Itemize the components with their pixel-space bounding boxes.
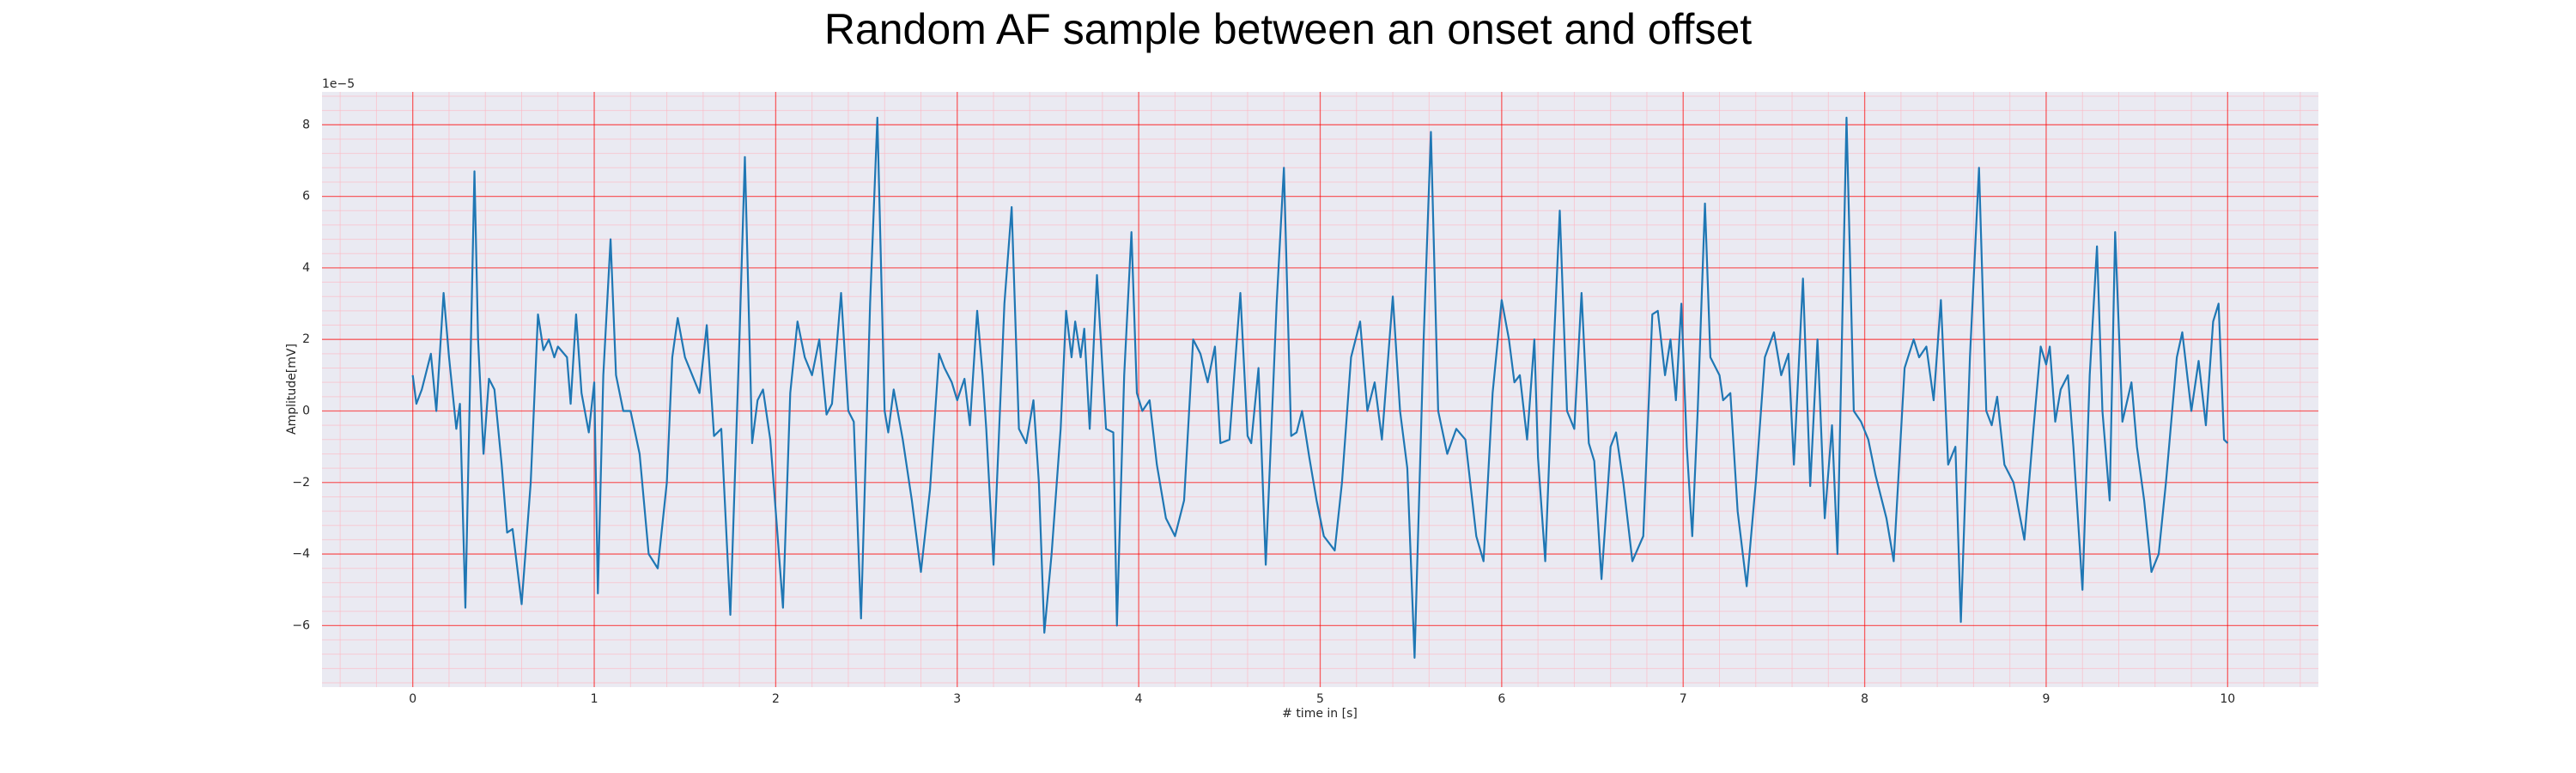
y-tick-label: 8: [302, 118, 310, 131]
x-tick-label: 0: [409, 692, 416, 706]
y-axis-label: Amplitude[mV]: [285, 344, 299, 435]
y-tick-label: 0: [302, 404, 310, 417]
x-tick-label: 7: [1680, 692, 1687, 706]
x-tick-label: 5: [1316, 692, 1324, 706]
x-tick-label: 8: [1861, 692, 1868, 706]
y-offset-label: 1e−5: [322, 77, 355, 91]
x-tick-label: 2: [772, 692, 780, 706]
x-tick-label: 10: [2220, 692, 2235, 706]
x-tick-label: 3: [953, 692, 961, 706]
signal-line: [411, 116, 2229, 659]
x-tick-label: 6: [1498, 692, 1505, 706]
chart-title: Random AF sample between an onset and of…: [824, 5, 1752, 53]
x-tick-label: 9: [2042, 692, 2050, 706]
y-tick-label: −4: [292, 547, 310, 561]
x-tick-label: 1: [591, 692, 598, 706]
y-tick-label: −2: [292, 476, 310, 490]
x-axis-label: # time in [s]: [1282, 707, 1358, 721]
y-tick-label: 4: [302, 261, 310, 275]
y-tick-label: −6: [292, 618, 310, 632]
x-tick-label: 4: [1135, 692, 1143, 706]
y-tick-label: 2: [302, 332, 310, 346]
y-tick-label: 6: [302, 190, 310, 204]
